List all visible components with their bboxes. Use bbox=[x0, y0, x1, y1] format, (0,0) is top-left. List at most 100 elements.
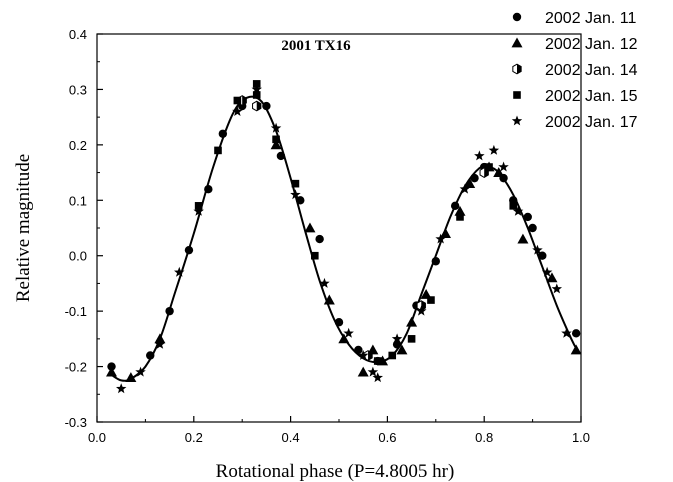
data-point-circle bbox=[354, 345, 363, 355]
data-point-circle bbox=[204, 185, 213, 194]
data-point-square bbox=[373, 357, 382, 365]
data-point-star bbox=[251, 83, 262, 94]
data-point-triangle bbox=[338, 333, 350, 344]
data-point-half-filled-hexagon bbox=[252, 100, 262, 112]
y-axis-title: Relative magnitude bbox=[13, 154, 34, 302]
legend: 2002 Jan. 11 2002 Jan. 12 2002 Jan. 14 2002… bbox=[511, 10, 638, 131]
x-tick-label: 0.0 bbox=[88, 430, 106, 445]
data-point-star bbox=[532, 244, 543, 255]
y-tick-label: 0.1 bbox=[69, 193, 87, 208]
data-point-square bbox=[509, 202, 518, 210]
data-point-triangle bbox=[154, 333, 166, 344]
legend-label: 2002 Jan. 17 bbox=[545, 114, 638, 131]
data-point-circle bbox=[523, 212, 532, 222]
data-point-triangle bbox=[125, 372, 137, 383]
data-point-square bbox=[233, 96, 242, 105]
data-point-circle bbox=[146, 351, 155, 360]
series-points bbox=[194, 80, 518, 365]
data-point-square bbox=[272, 135, 280, 144]
hexagon-fill bbox=[242, 95, 247, 106]
x-tick-label: 1.0 bbox=[572, 430, 590, 445]
data-point-triangle bbox=[323, 294, 335, 305]
data-point-triangle bbox=[464, 178, 476, 189]
data-point-triangle bbox=[406, 316, 418, 327]
hexagon-fill bbox=[256, 101, 261, 111]
data-point-triangle bbox=[357, 366, 369, 377]
data-point-circle bbox=[450, 201, 460, 211]
data-point-star bbox=[116, 383, 127, 394]
data-point-star bbox=[154, 338, 166, 349]
legend-label: 2002 Jan. 15 bbox=[545, 88, 638, 105]
data-point-star bbox=[541, 266, 553, 277]
data-point-circle bbox=[184, 245, 194, 255]
legend-label: 2002 Jan. 11 bbox=[545, 10, 636, 27]
data-point-star bbox=[416, 305, 427, 316]
data-point-circle bbox=[218, 129, 228, 138]
legend-marker-star bbox=[511, 115, 523, 126]
data-point-square bbox=[427, 296, 435, 304]
data-point-square bbox=[456, 213, 464, 221]
hexagon-fill bbox=[368, 350, 373, 361]
legend-marker-square bbox=[513, 91, 521, 99]
data-point-star bbox=[290, 189, 301, 200]
x-tick-label: 0.4 bbox=[282, 430, 300, 445]
data-point-triangle bbox=[106, 366, 118, 377]
legend-item: 2002 Jan. 17 bbox=[511, 114, 638, 131]
data-point-triangle bbox=[396, 344, 408, 355]
legend-item: 2002 Jan. 11 bbox=[512, 10, 636, 27]
data-point-triangle bbox=[517, 233, 529, 244]
hexagon-fill bbox=[421, 300, 426, 311]
data-point-square bbox=[291, 179, 300, 188]
legend-marker-triangle bbox=[511, 37, 523, 48]
data-point-circle bbox=[571, 329, 581, 338]
series-points bbox=[116, 83, 572, 394]
legend-item: 2002 Jan. 14 bbox=[512, 62, 638, 79]
data-point-square bbox=[214, 146, 222, 155]
y-tick-label: 0.4 bbox=[69, 27, 87, 42]
data-point-star bbox=[135, 366, 146, 377]
data-point-triangle bbox=[570, 344, 582, 355]
data-point-half-filled-hexagon bbox=[416, 300, 426, 311]
x-axis-title: Rotational phase (P=4.8005 hr) bbox=[216, 461, 455, 482]
data-point-star bbox=[343, 327, 354, 338]
legend-item: 2002 Jan. 12 bbox=[511, 36, 638, 53]
data-point-star bbox=[193, 205, 204, 216]
data-point-star bbox=[551, 283, 562, 294]
data-point-circle bbox=[392, 340, 402, 349]
y-tick-label: -0.1 bbox=[65, 304, 87, 319]
data-point-square bbox=[485, 163, 493, 171]
data-point-star bbox=[270, 122, 282, 133]
data-point-square bbox=[252, 80, 261, 88]
data-point-square bbox=[252, 91, 261, 99]
data-point-circle bbox=[431, 257, 440, 266]
data-point-circle bbox=[315, 234, 324, 244]
data-point-star bbox=[435, 233, 446, 244]
data-point-triangle bbox=[493, 167, 505, 177]
y-tick-label: 0.0 bbox=[69, 249, 87, 264]
hexagon-fill bbox=[517, 64, 522, 74]
x-tick-label: 0.2 bbox=[185, 430, 203, 445]
data-point-triangle bbox=[439, 228, 451, 238]
data-point-star bbox=[319, 277, 330, 288]
data-point-star bbox=[512, 205, 524, 216]
data-point-square bbox=[388, 351, 397, 360]
data-point-star bbox=[174, 266, 185, 277]
data-point-star bbox=[488, 144, 500, 155]
plot-frame bbox=[96, 33, 582, 423]
data-point-triangle bbox=[304, 222, 316, 233]
data-point-circle bbox=[470, 173, 479, 183]
data-point-half-filled-hexagon bbox=[363, 350, 373, 361]
data-point-circle bbox=[107, 362, 116, 371]
y-tick-label: -0.3 bbox=[65, 415, 87, 430]
data-points bbox=[106, 80, 582, 394]
x-axis-ticks: 0.0 0.2 0.4 0.6 0.8 1.0 bbox=[88, 416, 590, 445]
legend-marker-circle bbox=[512, 12, 522, 22]
y-tick-label: 0.2 bbox=[69, 138, 87, 153]
data-point-triangle bbox=[546, 272, 558, 283]
chart-title: 2001 TX16 bbox=[281, 38, 351, 54]
data-point-square bbox=[407, 335, 416, 343]
data-point-star bbox=[372, 372, 383, 383]
data-point-circle bbox=[528, 223, 537, 233]
data-point-star bbox=[459, 183, 471, 194]
legend-item: 2002 Jan. 15 bbox=[513, 88, 638, 105]
